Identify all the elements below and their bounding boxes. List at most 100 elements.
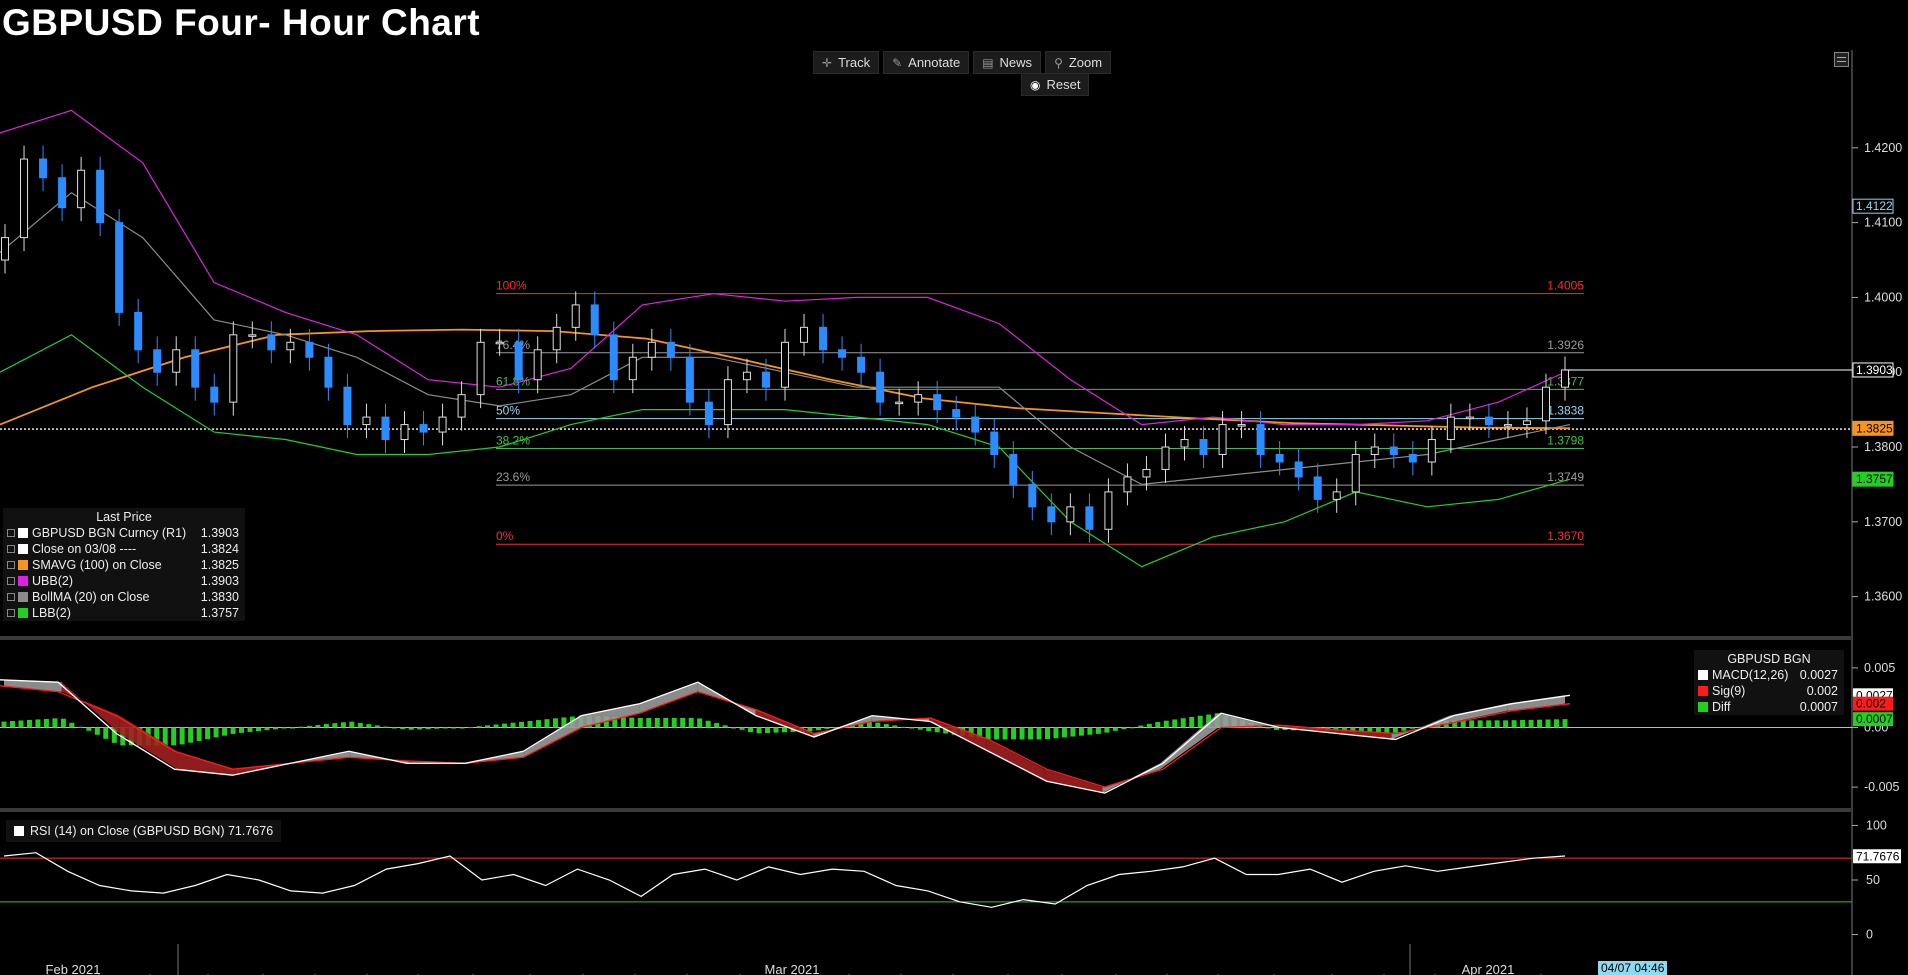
candle (590, 304, 599, 336)
macd-tag-label: 0.002 (1856, 697, 1886, 711)
panel-separator (0, 808, 1852, 812)
macd-line (0, 679, 1571, 794)
candle (153, 349, 162, 373)
macd-histogram-bar (1511, 720, 1517, 728)
price-tag-label: 1.3757 (1856, 472, 1893, 486)
macd-tick-label: -0.005 (1864, 780, 1899, 794)
candle (1066, 506, 1075, 523)
macd-histogram-bar (883, 724, 889, 728)
rsi-tick-label: 100 (1866, 818, 1887, 832)
reset-button[interactable]: ◉ Reset (1021, 73, 1090, 96)
candle (895, 401, 904, 405)
macd-histogram-bar (154, 727, 160, 746)
macd-histogram-bar (1019, 727, 1025, 740)
macd-histogram-bar (281, 727, 287, 729)
fibonacci-value-label: 1.3670 (1547, 529, 1584, 543)
panel-separator (0, 636, 1852, 640)
candle (609, 334, 618, 381)
macd-histogram-bar (926, 727, 932, 732)
candle (800, 326, 809, 343)
macd-histogram-bar (77, 726, 83, 728)
track-label: Track (838, 55, 871, 70)
fibonacci-percent-label: 0% (496, 529, 514, 543)
macd-signal-fill (639, 682, 698, 714)
candle (77, 169, 86, 209)
month-label: Mar 2021 (765, 962, 820, 975)
macd-histogram-bar (18, 720, 24, 728)
expand-icon[interactable] (7, 593, 15, 601)
month-label: Feb 2021 (46, 962, 101, 975)
candle (533, 349, 542, 381)
candle (58, 177, 67, 209)
macd-histogram-bar (832, 727, 838, 729)
expand-icon[interactable] (7, 529, 15, 537)
expand-icon[interactable] (7, 577, 15, 585)
macd-histogram-bar (1036, 727, 1042, 740)
candle (1161, 446, 1170, 470)
candle (1237, 424, 1246, 427)
rsi-tick-label: 0 (1866, 928, 1873, 942)
candle (1, 237, 9, 261)
candle (552, 326, 561, 351)
candle (1561, 369, 1569, 388)
chart-settings-icon[interactable] (1834, 52, 1849, 67)
candle (1465, 416, 1474, 420)
candle (305, 341, 314, 358)
candle (191, 349, 200, 388)
macd-histogram-bar (1129, 727, 1135, 729)
macd-histogram-bar (239, 727, 245, 733)
macd-histogram-bar (264, 727, 270, 731)
macd-histogram-bar (629, 717, 635, 728)
macd-legend-header: GBPUSD BGN (1727, 652, 1811, 666)
macd-histogram-bar (875, 722, 881, 728)
macd-histogram-bar (485, 725, 491, 728)
candle (476, 341, 485, 396)
macd-histogram-bar (697, 718, 703, 728)
candle (210, 386, 219, 403)
annotate-button[interactable]: ✎ Annotate (883, 51, 970, 74)
macd-histogram-bar (1282, 727, 1288, 731)
macd-histogram-bar (35, 719, 41, 728)
macd-histogram-bar (1146, 723, 1152, 728)
expand-icon[interactable] (7, 545, 15, 553)
macd-histogram-bar (1070, 727, 1076, 737)
macd-histogram-bar (171, 727, 177, 746)
macd-histogram-bar (60, 718, 66, 728)
macd-histogram-bar (654, 717, 660, 728)
macd-histogram-bar (909, 727, 915, 729)
candle (876, 371, 885, 403)
chart-canvas: 1.42001.41001.40001.39001.38001.37001.36… (0, 50, 1902, 975)
candle (1427, 439, 1436, 463)
macd-histogram-bar (52, 718, 58, 728)
macd-histogram-bar (349, 721, 355, 728)
macd-histogram-bar (272, 727, 278, 730)
magnifier-icon: ⚲ (1054, 55, 1063, 70)
candle (514, 341, 523, 381)
candle (248, 334, 257, 337)
price-legend-swatch (18, 608, 28, 618)
macd-histogram-bar (612, 716, 618, 728)
candle (1142, 468, 1151, 478)
macd-histogram-bar (722, 725, 728, 728)
macd-histogram-bar (1028, 727, 1034, 740)
candle (781, 341, 789, 388)
timestamp-badge: 04/07 04:46 (1598, 961, 1668, 975)
macd-histogram-bar (994, 727, 1000, 740)
macd-tag (1853, 696, 1893, 711)
macd-histogram-bar (1367, 727, 1373, 733)
macd-tick-label: 0.005 (1864, 661, 1895, 675)
macd-signal-fill (1507, 695, 1565, 711)
track-button[interactable]: ✛ Track (813, 51, 880, 74)
macd-histogram-bar (247, 727, 253, 732)
news-button[interactable]: ▤ News (973, 51, 1042, 74)
expand-icon[interactable] (7, 609, 15, 617)
price-legend: Last Price GBPUSD BGN Curncy (R1) 1.3903 C… (3, 508, 245, 621)
expand-icon[interactable] (7, 561, 15, 569)
macd-histogram-bar (502, 723, 508, 728)
candle (1541, 386, 1550, 422)
macd-histogram-bar (866, 721, 872, 728)
candle (1256, 424, 1265, 455)
price-legend-swatch (18, 576, 28, 586)
macd-histogram-bar (1418, 726, 1424, 728)
price-legend-label: LBB(2) (32, 606, 71, 620)
